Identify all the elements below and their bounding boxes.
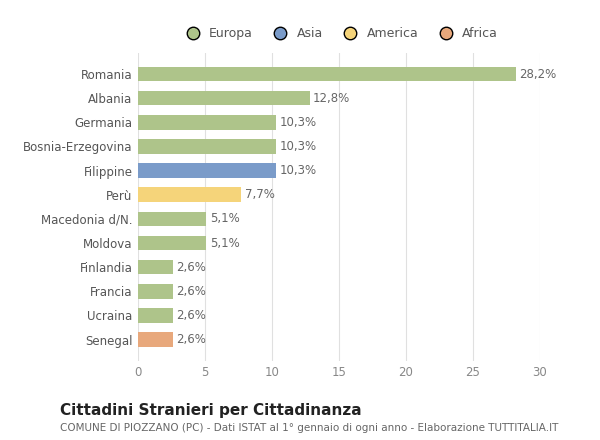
Text: 5,1%: 5,1% (209, 237, 239, 249)
Text: 10,3%: 10,3% (280, 164, 316, 177)
Bar (138, 260, 173, 275)
Bar (138, 67, 516, 81)
Bar (138, 308, 173, 323)
Bar (138, 163, 276, 178)
Text: 28,2%: 28,2% (519, 68, 556, 81)
Text: COMUNE DI PIOZZANO (PC) - Dati ISTAT al 1° gennaio di ogni anno - Elaborazione T: COMUNE DI PIOZZANO (PC) - Dati ISTAT al … (60, 423, 559, 433)
Bar (138, 236, 206, 250)
Text: 7,7%: 7,7% (245, 188, 274, 201)
Bar (138, 332, 173, 347)
Text: 10,3%: 10,3% (280, 140, 316, 153)
Text: 12,8%: 12,8% (313, 92, 350, 105)
Text: 2,6%: 2,6% (176, 285, 206, 298)
Bar (138, 115, 276, 129)
Text: Cittadini Stranieri per Cittadinanza: Cittadini Stranieri per Cittadinanza (60, 403, 362, 418)
Bar (138, 139, 276, 154)
Legend: Europa, Asia, America, Africa: Europa, Asia, America, Africa (175, 22, 503, 45)
Text: 2,6%: 2,6% (176, 309, 206, 322)
Text: 5,1%: 5,1% (209, 213, 239, 225)
Bar (138, 187, 241, 202)
Text: 2,6%: 2,6% (176, 260, 206, 274)
Text: 10,3%: 10,3% (280, 116, 316, 129)
Bar (138, 284, 173, 298)
Text: 2,6%: 2,6% (176, 333, 206, 346)
Bar (138, 91, 310, 106)
Bar (138, 212, 206, 226)
